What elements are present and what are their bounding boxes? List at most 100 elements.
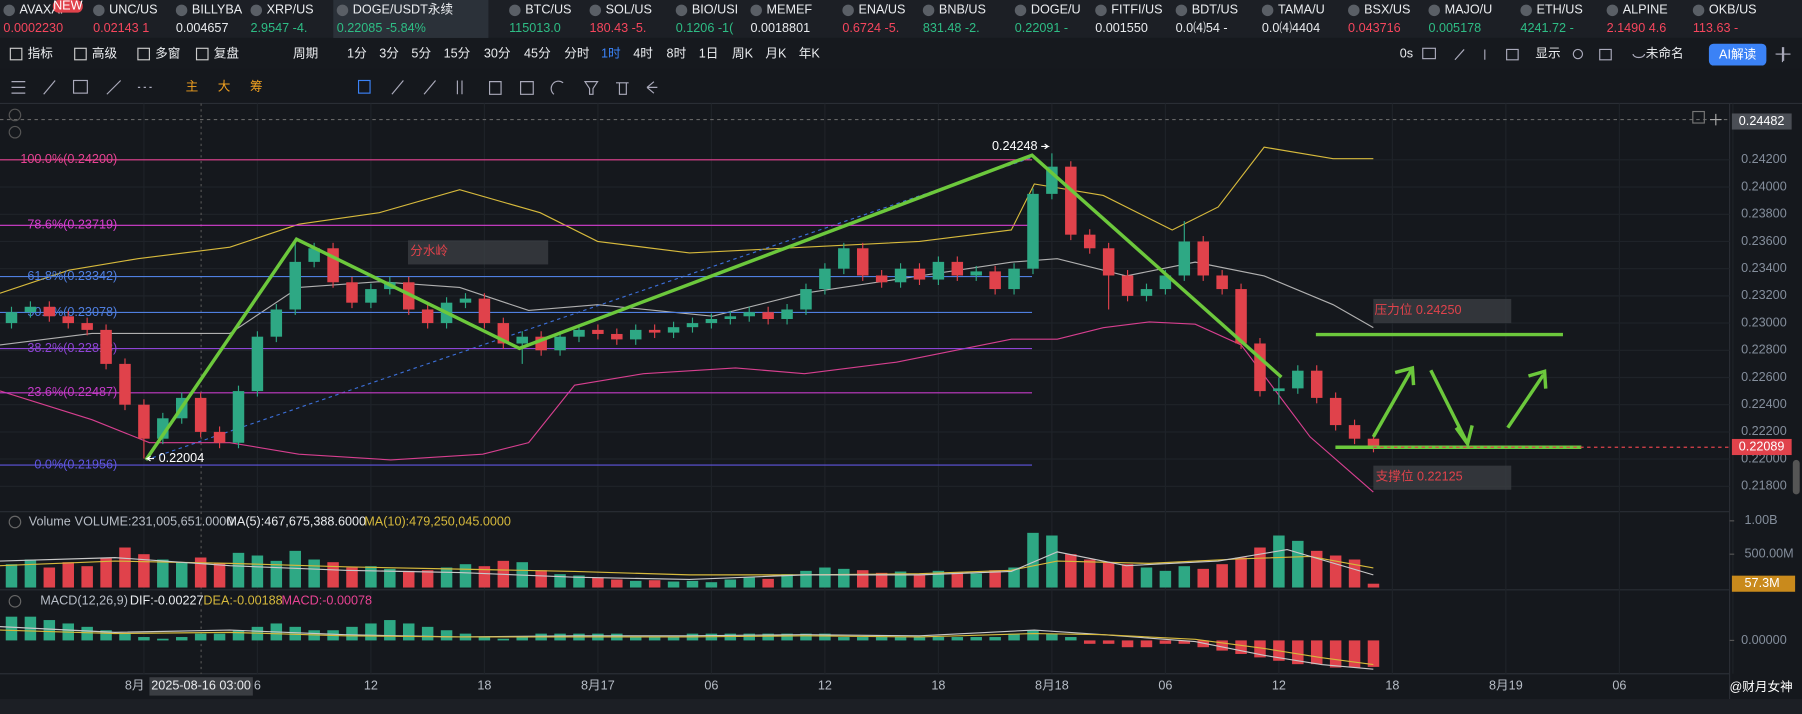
volume-bar xyxy=(1348,559,1361,588)
ticker-symbol[interactable]: BNB/US xyxy=(939,3,986,17)
ticker-price: 0.02143 1 xyxy=(93,21,149,35)
ticker-symbol[interactable]: BILLYBA xyxy=(192,3,243,17)
period[interactable]: 45分 xyxy=(524,46,551,60)
toolbar-right[interactable]: 0s xyxy=(1400,46,1413,60)
volume-bar xyxy=(629,580,642,588)
period[interactable]: 1日 xyxy=(699,46,719,60)
camera-icon[interactable] xyxy=(1422,47,1436,60)
candle-body xyxy=(270,309,283,337)
period[interactable]: 月K xyxy=(765,46,787,60)
x-tick-label: 6 xyxy=(254,679,261,693)
ticker-price: 831.48 -2. xyxy=(923,21,980,35)
period[interactable]: 4时 xyxy=(633,46,653,60)
ticker-symbol[interactable]: DOGE/U xyxy=(1031,3,1081,17)
ticker-symbol[interactable]: DOGE/USDT永续 xyxy=(353,3,454,17)
toolbar-item[interactable]: 复盘 xyxy=(214,45,240,60)
drawing-tool[interactable]: 筹 xyxy=(250,79,263,94)
period-label[interactable]: 周期 xyxy=(293,46,318,60)
ticker-symbol[interactable]: ENA/US xyxy=(858,3,905,17)
period[interactable]: 8时 xyxy=(667,46,687,60)
period[interactable]: 分时 xyxy=(564,46,590,60)
pen-icon[interactable] xyxy=(43,80,56,95)
period[interactable]: 年K xyxy=(799,46,821,60)
toolbar-right[interactable]: 显示 xyxy=(1535,46,1560,60)
ticker-symbol[interactable]: OKB/US xyxy=(1709,3,1757,17)
ticker-symbol[interactable]: AVAXAI xyxy=(20,3,64,17)
ticker-symbol[interactable]: XRP/US xyxy=(267,3,314,17)
rect-icon[interactable] xyxy=(72,79,88,94)
toolbar-item[interactable]: 多窗 xyxy=(155,46,180,60)
period[interactable]: 30分 xyxy=(484,46,511,60)
ticker-symbol[interactable]: BTC/US xyxy=(525,3,571,17)
candle-body xyxy=(1254,343,1266,392)
candle-body xyxy=(1197,241,1209,276)
tool-icon[interactable] xyxy=(357,79,371,94)
ticker-symbol[interactable]: MAJO/U xyxy=(1445,3,1493,17)
toolbar-item[interactable]: 指标 xyxy=(28,46,54,60)
ticker-symbol[interactable]: BSX/US xyxy=(1364,3,1410,17)
tool-icon[interactable] xyxy=(391,80,658,95)
volume-bar xyxy=(175,562,188,588)
period[interactable]: 15分 xyxy=(444,46,471,60)
period[interactable]: 3分 xyxy=(379,46,399,60)
ai-button-label[interactable]: AI解读 xyxy=(1719,48,1757,62)
ticker-symbol[interactable]: MEMEF xyxy=(767,3,813,17)
arrow xyxy=(1506,373,1545,429)
volume-bar xyxy=(1140,567,1153,588)
y-tick-label: 0.23200 xyxy=(1741,288,1787,302)
macd-legend: DEA:-0.00188 xyxy=(203,594,282,608)
macd-bar xyxy=(1197,640,1209,648)
drawing-tool[interactable]: 主 xyxy=(186,80,199,94)
period[interactable]: 周K xyxy=(732,46,754,60)
tool-icon[interactable] xyxy=(1454,48,1519,61)
ticker-icon xyxy=(1348,4,1360,17)
ticker-symbol[interactable]: TAMA/U xyxy=(1278,3,1325,17)
low-label: 0.22004 xyxy=(159,451,205,465)
ticker-symbol[interactable]: BIO/USI xyxy=(692,3,738,17)
candle-body xyxy=(762,312,774,320)
watershed-label: 分水岭 xyxy=(410,244,448,258)
scrollbar[interactable] xyxy=(1792,459,1800,495)
y-tick-label: 0.24200 xyxy=(1741,152,1787,166)
volume-bar xyxy=(478,566,491,588)
line-icon[interactable] xyxy=(106,80,122,95)
add-icon[interactable] xyxy=(1775,47,1791,63)
pane-icon[interactable] xyxy=(1692,110,1705,124)
toolbar-icon xyxy=(137,47,150,61)
toolbar-right[interactable]: 未命名 xyxy=(1646,45,1684,60)
collapse-icon[interactable] xyxy=(8,108,22,122)
settings-icon[interactable] xyxy=(1572,48,1584,60)
ticker-symbol[interactable]: ETH/US xyxy=(1537,3,1583,17)
price-badge-label: 0.24482 xyxy=(1739,114,1785,128)
ticker-symbol[interactable]: UNC/US xyxy=(109,3,157,17)
volume-bar xyxy=(762,578,774,588)
period[interactable]: 1分 xyxy=(347,46,367,60)
ticker-price: 2.9547 -4. xyxy=(251,21,308,35)
collapse-icon[interactable] xyxy=(8,595,22,608)
ticker-price: 0.0018801 xyxy=(750,21,810,35)
candle-body xyxy=(1348,425,1361,439)
volume-bar xyxy=(1367,583,1380,588)
tool-icon[interactable] xyxy=(1599,47,1791,61)
volume-bar xyxy=(402,570,415,588)
collapse-icon[interactable] xyxy=(8,515,22,529)
toolbar-item[interactable]: 高级 xyxy=(92,45,118,60)
collapse-icon[interactable] xyxy=(8,125,22,139)
menu-icon[interactable] xyxy=(11,81,26,94)
macd-bar xyxy=(1140,640,1153,648)
new-badge: NEW xyxy=(53,0,83,13)
ticker-symbol[interactable]: BDT/US xyxy=(1192,3,1238,17)
period[interactable]: 5分 xyxy=(411,46,431,60)
ticker-symbol[interactable]: SOL/US xyxy=(606,3,652,17)
drawing-tool[interactable]: 大 xyxy=(218,80,231,94)
ticker-icon xyxy=(3,4,15,17)
add-icon[interactable] xyxy=(1710,113,1722,126)
candle-body xyxy=(119,363,131,405)
x-tick-label: 06 xyxy=(704,679,718,693)
period[interactable]: 1时 xyxy=(601,46,621,60)
ticker-symbol[interactable]: ALPINE xyxy=(1623,3,1668,17)
ai-button[interactable] xyxy=(1708,43,1767,66)
toolbar-bg xyxy=(0,37,1802,69)
ticker-symbol[interactable]: FITFI/US xyxy=(1111,3,1162,17)
